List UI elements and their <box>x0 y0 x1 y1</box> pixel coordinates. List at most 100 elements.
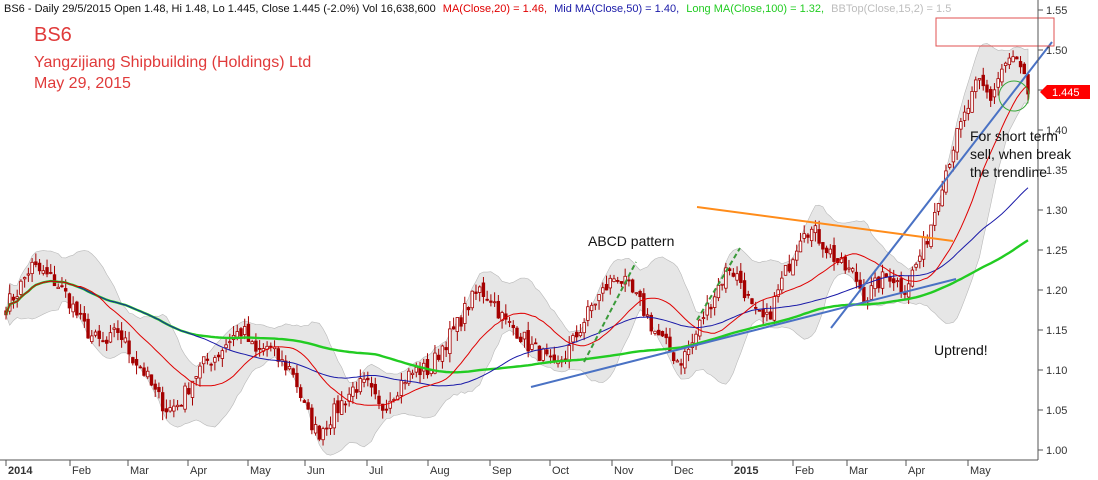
candle-body <box>332 403 336 429</box>
candle-body <box>530 343 534 350</box>
candle-body <box>172 405 176 412</box>
candle-body <box>862 286 866 303</box>
x-tick-label: Dec <box>674 465 694 477</box>
x-tick-label: Jun <box>307 465 325 477</box>
candle-body <box>742 280 747 299</box>
candle-body <box>821 242 825 250</box>
header-ma20: MA(Close,20) = 1.46, <box>443 3 547 15</box>
candle-body <box>287 366 292 370</box>
candle-body <box>448 328 452 355</box>
candle-body <box>761 308 765 318</box>
candle-body <box>791 259 795 276</box>
candle-body <box>1022 63 1026 75</box>
candle-body <box>157 387 161 393</box>
y-tick-label: 1.30 <box>1046 205 1067 217</box>
candle-body <box>936 203 941 212</box>
candle-body <box>119 330 124 340</box>
candle-body <box>220 350 225 359</box>
chart-date: May 29, 2015 <box>34 75 131 92</box>
candle-body <box>310 407 314 431</box>
x-tick-label: Oct <box>552 465 569 477</box>
candle-body <box>478 286 482 293</box>
candle-body <box>649 314 653 332</box>
candle-body <box>213 357 217 363</box>
x-axis-ticks: 2014 Feb Mar Apr May Jun Jul Aug Sep Oct Nov Dec 201… <box>5 460 991 477</box>
candle-body <box>351 386 355 397</box>
resistance-line <box>696 206 954 242</box>
candle-body <box>403 382 407 385</box>
candle-body <box>455 317 460 332</box>
candle-body <box>15 296 19 299</box>
candle-body <box>123 337 128 343</box>
candle-body <box>49 272 53 274</box>
candle-body <box>671 352 676 362</box>
candle-body <box>545 349 549 355</box>
x-tick-label: May <box>250 465 271 477</box>
candle-body <box>1000 68 1004 83</box>
candle-body <box>22 277 27 280</box>
header-ma100: Long MA(Close,100) = 1.32, <box>686 3 824 15</box>
x-tick-label: Sep <box>492 465 512 477</box>
candle-body <box>537 345 542 361</box>
candle-body <box>463 303 467 324</box>
candle-body <box>776 289 780 297</box>
candle-body <box>138 366 142 369</box>
candle-body <box>388 400 392 409</box>
candle-body <box>142 367 146 376</box>
candle-body <box>179 404 184 407</box>
candle-body <box>377 395 381 405</box>
candle-body <box>306 402 310 410</box>
candle-body <box>768 311 773 320</box>
short-trendline <box>830 41 1053 329</box>
candle-body <box>366 377 370 381</box>
candle-body <box>451 326 456 330</box>
candle-body <box>888 277 892 282</box>
candle-body <box>701 317 706 319</box>
candle-body <box>97 330 101 339</box>
candle-body <box>444 347 448 351</box>
candle-body <box>75 301 79 316</box>
candle-body <box>548 355 553 358</box>
x-tick-label: 2015 <box>734 465 758 477</box>
candle-body <box>321 428 325 441</box>
candle-body <box>1015 56 1019 60</box>
candle-body <box>489 300 493 303</box>
candle-body <box>947 164 952 168</box>
candle-body <box>343 403 348 406</box>
candle-body <box>630 279 635 293</box>
candle-body <box>981 74 985 87</box>
header-prefix: BS6 - Daily 29/5/2015 Open 1.48, Hi 1.48… <box>4 3 436 15</box>
candle-body <box>828 248 833 255</box>
last-price-tag <box>1040 85 1090 99</box>
candle-body <box>500 312 504 321</box>
candle-body <box>910 269 915 287</box>
candle-body <box>858 279 862 289</box>
abcd-leg-1 <box>583 261 637 363</box>
candle-body <box>884 273 888 278</box>
ma50-line <box>5 187 1029 387</box>
candle-body <box>914 263 918 268</box>
candle-body <box>131 357 135 364</box>
candle-body <box>414 366 418 373</box>
candle-body <box>533 342 538 345</box>
ticker-symbol: BS6 <box>34 24 72 46</box>
y-tick-label: 1.00 <box>1046 445 1067 457</box>
candle-body <box>45 267 49 275</box>
candle-body <box>37 262 42 272</box>
candle-body <box>675 360 680 363</box>
candle-body <box>373 383 377 395</box>
candle-body <box>209 363 213 366</box>
candle-body <box>735 273 739 281</box>
candle-body <box>19 280 23 295</box>
x-tick-label: Mar <box>849 465 868 477</box>
header-bb: BBTop(Close,15,2) = 1.5 <box>831 3 951 15</box>
candle-body <box>959 121 963 130</box>
candle-body <box>78 312 83 315</box>
candle-body <box>589 304 594 312</box>
candle-body <box>582 321 586 334</box>
candle-body <box>806 234 810 238</box>
candle-body <box>597 294 601 302</box>
candle-body <box>985 84 989 93</box>
candle-body <box>481 282 486 297</box>
candle-body <box>336 400 340 414</box>
